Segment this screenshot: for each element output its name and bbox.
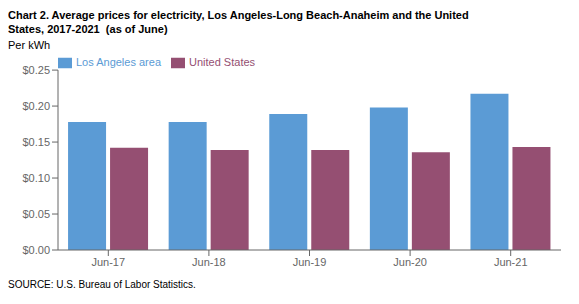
html-text:SOURCE: U.S. Bureau of Labor S: SOURCE: U.S. Bureau of Labor Statistics. xyxy=(8,279,196,290)
svg-text:$0.20: $0.20 xyxy=(22,100,50,112)
html-text:United States: United States xyxy=(189,56,256,68)
svg-text:Jun-21: Jun-21 xyxy=(494,256,528,268)
svg-text:$0.15: $0.15 xyxy=(22,136,50,148)
html-text:Chart 2. Average prices for el: Chart 2. Average prices for electricity,… xyxy=(8,9,469,21)
svg-text:$0.10: $0.10 xyxy=(22,172,50,184)
svg-text:Jun-19: Jun-19 xyxy=(293,256,327,268)
html-text:Los Angeles area: Los Angeles area xyxy=(76,56,161,68)
svg-text:Jun-17: Jun-17 xyxy=(91,256,125,268)
svg-text:$0.25: $0.25 xyxy=(22,64,50,76)
html-text:States, 2017-2021 (as of June): States, 2017-2021 (as of June) xyxy=(8,23,168,35)
svg-text:$0.05: $0.05 xyxy=(22,208,50,220)
svg-text:Jun-20: Jun-20 xyxy=(393,256,427,268)
html-text:Per kWh: Per kWh xyxy=(8,39,51,51)
svg-text:$0.00: $0.00 xyxy=(22,244,50,256)
svg-text:Jun-18: Jun-18 xyxy=(192,256,226,268)
